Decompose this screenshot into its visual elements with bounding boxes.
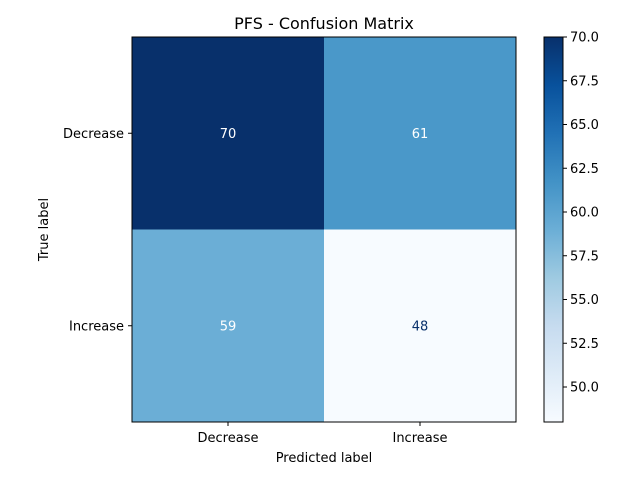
x-tick-label: Decrease <box>198 431 259 446</box>
chart-title: PFS - Confusion Matrix <box>234 14 414 33</box>
y-tick-label: Decrease <box>63 127 124 142</box>
heatmap-value-label: 70 <box>220 127 237 142</box>
heatmap-value-labels: 70 61 59 48 <box>220 127 429 335</box>
colorbar-tick-label: 52.5 <box>570 337 599 352</box>
colorbar-tick-label: 50.0 <box>570 381 599 396</box>
colorbar-frame <box>543 36 564 423</box>
heatmap-cell-decrease-increase <box>324 37 517 230</box>
heatmap-cell-increase-decrease <box>132 229 325 423</box>
x-axis-label: Predicted label <box>276 451 373 466</box>
heatmap-value-label: 61 <box>412 127 429 142</box>
colorbar <box>544 37 563 422</box>
plot-frame <box>131 36 517 423</box>
y-axis-label: True label <box>37 198 52 262</box>
heatmap-value-label: 59 <box>220 319 237 334</box>
colorbar-tick-label: 55.0 <box>570 293 599 308</box>
colorbar-tick-label: 60.0 <box>570 206 599 221</box>
colorbar-tick-label: 62.5 <box>570 162 599 177</box>
colorbar-ticks: 50.0 52.5 55.0 57.5 60.0 62.5 65.0 67.5 70.0 <box>563 31 599 396</box>
colorbar-tick-label: 57.5 <box>570 249 599 264</box>
y-tick-label: Increase <box>69 319 124 334</box>
heatmap-cell-decrease-decrease <box>132 37 325 230</box>
heatmap-value-label: 48 <box>412 319 429 334</box>
heatmap-cell-increase-increase <box>324 229 517 423</box>
colorbar-tick-label: 67.5 <box>570 74 599 89</box>
x-tick-label: Increase <box>392 431 447 446</box>
y-axis-ticks: Decrease Increase <box>63 127 132 334</box>
x-axis-ticks: Decrease Increase <box>198 422 448 446</box>
colorbar-tick-label: 65.0 <box>570 118 599 133</box>
heatmap-cells <box>132 37 517 423</box>
colorbar-tick-label: 70.0 <box>570 31 599 46</box>
